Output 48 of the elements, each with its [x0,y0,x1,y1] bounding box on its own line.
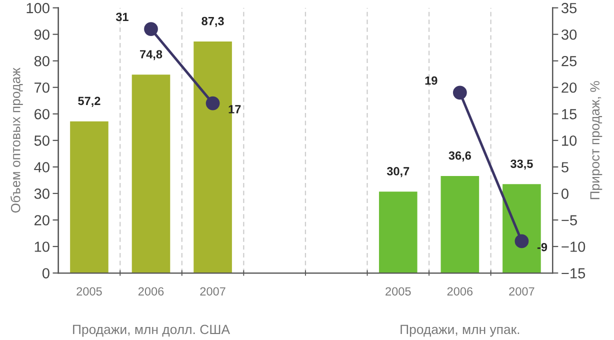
y2-tick-label: 35 [561,2,577,14]
y-tick-label: 100 [26,2,50,14]
text: Продажи, млн упак. [400,324,520,337]
y-tick-label: 0 [42,268,50,278]
point [514,234,529,248]
y-tick-label: 30 [34,188,50,199]
y2-axis-title: Прирост продаж, % [590,81,602,200]
data-label: 19 [425,76,438,85]
x-tick-label: 2005 [386,287,411,296]
x-tick-label: 2005 [76,287,102,296]
point [144,22,158,36]
y-tick-label: 50 [34,136,50,146]
data-label: 33,5 [510,160,533,170]
bar [378,192,418,274]
y-tick-label: 90 [34,29,50,40]
y2-tick-label: 25 [562,56,577,66]
y-tick-label: 80 [34,56,50,66]
y2-tick-label: −10 [562,242,586,252]
y2-tick-label: 20 [562,82,577,93]
text: Продажи, млн долл. США [73,324,230,337]
data-label: 31 [116,12,128,22]
y-tick-label: 70 [34,82,50,93]
y2-tick-label: 30 [561,29,577,40]
y2-tick-label: 15 [562,109,577,120]
data-label: 74,8 [140,50,162,60]
y-axis-title: Объем оптовых продаж [10,68,23,213]
y2-tick-label: 5 [562,162,568,172]
y2-tick-label: 0 [562,188,568,199]
point [452,86,467,100]
y-tick-label: 20 [34,215,50,226]
bar [440,176,480,274]
bar [132,74,170,274]
bar [70,121,108,274]
x-tick-label: 2007 [200,287,226,296]
y-tick-label: 10 [34,242,50,252]
data-label: 30,7 [386,167,410,178]
y-tick-label: 40 [34,162,50,172]
data-label: 87,3 [202,16,224,27]
y2-tick-label: −15 [562,268,586,278]
y2-tick-label: −5 [562,215,577,226]
y2-tick-label: 10 [562,136,577,146]
y-tick-label: 60 [34,109,50,120]
point [206,96,220,110]
data-label: 57,2 [78,96,100,107]
x-tick-label: 2006 [138,287,164,296]
x-tick-label: 2007 [509,287,534,296]
x-tick-label: 2006 [447,287,473,296]
data-label: 36,6 [448,151,471,162]
